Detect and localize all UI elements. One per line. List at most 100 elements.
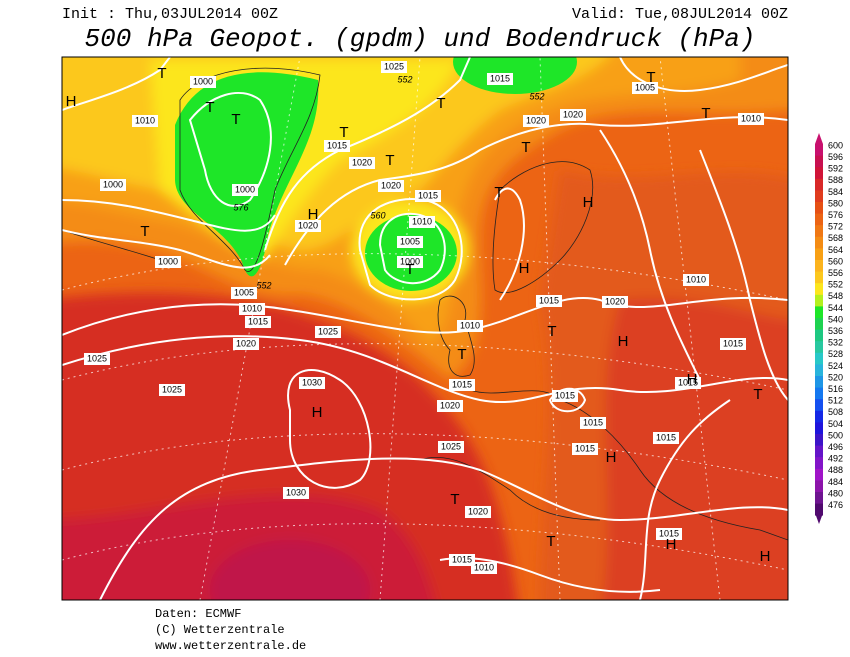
pressure-center: T <box>436 95 445 112</box>
isobar-label-box <box>283 487 309 499</box>
isobar-label: 1015 <box>575 443 595 453</box>
isobar-label-box <box>245 316 271 328</box>
isobar-label-box <box>536 295 562 307</box>
isobar-label-box <box>232 184 258 196</box>
isobar-label: 1015 <box>678 377 698 387</box>
isobar-label-box <box>233 338 259 350</box>
isobar-label: 1020 <box>605 296 625 306</box>
isobar-label-box <box>409 216 435 228</box>
legend-swatch <box>815 225 823 238</box>
isobar-label-box <box>397 236 423 248</box>
isobar-label-box <box>580 417 606 429</box>
legend-swatch <box>815 236 823 249</box>
contours <box>62 57 788 600</box>
legend-label: 484 <box>828 477 843 487</box>
legend-label: 504 <box>828 419 843 429</box>
isobar-label: 1010 <box>474 562 494 572</box>
pressure-center: H <box>606 449 617 466</box>
legend-label: 488 <box>828 465 843 475</box>
geopotential-label: 560 <box>370 210 385 220</box>
legend-swatch <box>815 283 823 296</box>
green-area <box>365 215 457 291</box>
isobar-label: 1015 <box>418 190 438 200</box>
legend-label: 476 <box>828 500 843 510</box>
legend-swatch <box>815 503 823 516</box>
legend-label: 556 <box>828 268 843 278</box>
isobar-label-box <box>315 326 341 338</box>
legend-swatch <box>815 410 823 423</box>
pressure-center: H <box>618 333 629 350</box>
geopotential-label: 552 <box>397 74 412 84</box>
isobar-label-box <box>572 443 598 455</box>
isobar-label: 1000 <box>103 179 123 189</box>
legend-swatch <box>815 260 823 272</box>
isobar-label-box <box>552 390 578 402</box>
lat-lon-grid <box>62 57 788 600</box>
isobar-label-box <box>720 338 746 350</box>
isobar-label: 1005 <box>635 82 655 92</box>
pressure-center: T <box>385 152 394 169</box>
legend-label: 536 <box>828 326 843 336</box>
pressure-center: H <box>760 548 771 565</box>
isobar-label-box <box>675 377 701 389</box>
isobar-label-box <box>602 296 628 308</box>
legend-label: 512 <box>828 396 843 406</box>
legend-label: 508 <box>828 407 843 417</box>
isobar-label-box <box>632 82 658 94</box>
pressure-center: T <box>205 99 214 116</box>
legend-swatch <box>815 376 823 388</box>
legend-label: 480 <box>828 488 843 498</box>
map-frame <box>61 56 789 601</box>
pressure-center: H <box>308 206 319 223</box>
legend-swatch <box>815 213 823 226</box>
legend-label: 600 <box>828 140 843 150</box>
isobar-label: 1020 <box>298 220 318 230</box>
legend-label: 496 <box>828 442 843 452</box>
isobar-label: 1010 <box>242 303 262 313</box>
legend-label: 540 <box>828 314 843 324</box>
isobar-label: 1005 <box>400 236 420 246</box>
legend-label: 500 <box>828 430 843 440</box>
isobar-label: 1010 <box>741 113 761 123</box>
isobar-label: 1005 <box>234 287 254 297</box>
legend-arrow-bottom <box>815 513 823 524</box>
legend-swatch <box>815 480 823 493</box>
isobar-label-box <box>349 157 375 169</box>
isobar-label-box <box>155 256 181 268</box>
pressure-center: H <box>66 93 77 110</box>
legend-label: 524 <box>828 361 843 371</box>
legend-swatch <box>815 399 823 412</box>
legend-swatch <box>815 294 823 307</box>
isobar-label: 1025 <box>441 441 461 451</box>
isobar-label-box <box>397 256 423 268</box>
isobar-label: 1020 <box>526 115 546 125</box>
isobar-label-box <box>457 320 483 332</box>
legend-label: 516 <box>828 384 843 394</box>
legend-swatch <box>815 248 823 261</box>
isobar-label: 1010 <box>135 115 155 125</box>
legend-swatch <box>815 422 823 435</box>
legend-swatch <box>815 144 823 156</box>
geopotential-label: 552 <box>529 91 544 101</box>
pressure-center: T <box>339 124 348 141</box>
isobar-label: 1000 <box>158 256 178 266</box>
isobar-label-box <box>84 353 110 365</box>
pressure-center: T <box>547 323 556 340</box>
legend-label: 580 <box>828 198 843 208</box>
isobar-label-box <box>159 384 185 396</box>
isobar-label-box <box>299 377 325 389</box>
isobar-label-box <box>560 109 586 121</box>
isobar-label-box <box>239 303 265 315</box>
legend-swatch <box>815 271 823 284</box>
legend-swatch <box>815 167 823 180</box>
pressure-center: H <box>687 371 698 388</box>
color-legend: 6005965925885845805765725685645605565525… <box>815 133 843 524</box>
legend-label: 544 <box>828 303 843 313</box>
pressure-center: H <box>666 536 677 553</box>
isobar-label: 1025 <box>162 384 182 394</box>
green-area <box>453 57 577 94</box>
legend-label: 548 <box>828 291 843 301</box>
isobar-label: 1010 <box>412 216 432 226</box>
isobar-label-box <box>656 528 682 540</box>
